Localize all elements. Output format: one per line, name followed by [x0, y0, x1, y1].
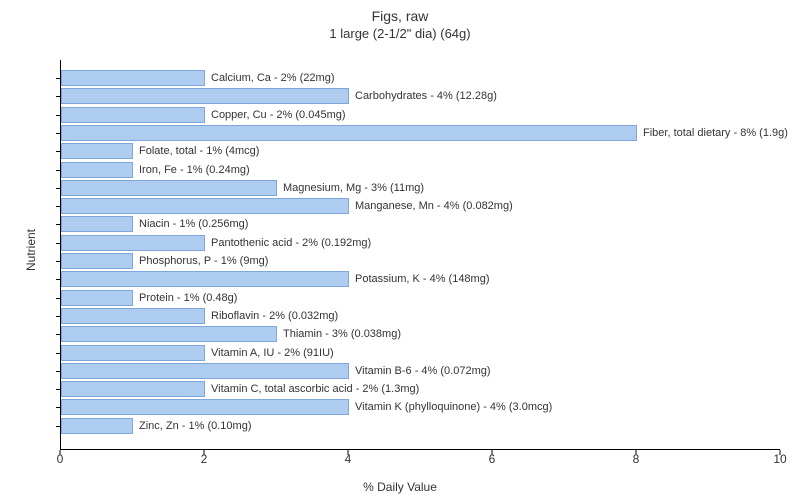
- bar-row: Vitamin C, total ascorbic acid - 2% (1.3…: [61, 381, 781, 397]
- x-tick-label: 10: [773, 452, 786, 466]
- bar: [61, 345, 205, 361]
- bar-row: Magnesium, Mg - 3% (11mg): [61, 180, 781, 196]
- x-tick-label: 8: [633, 452, 640, 466]
- y-tick-mark: [56, 334, 61, 335]
- bar-label: Pantothenic acid - 2% (0.192mg): [205, 235, 371, 251]
- bar-label: Vitamin K (phylloquinone) - 4% (3.0mcg): [349, 399, 552, 415]
- bar-label: Zinc, Zn - 1% (0.10mg): [133, 418, 251, 434]
- bar-row: Carbohydrates - 4% (12.28g): [61, 88, 781, 104]
- bar-row: Iron, Fe - 1% (0.24mg): [61, 162, 781, 178]
- bar-row: Pantothenic acid - 2% (0.192mg): [61, 235, 781, 251]
- bar: [61, 70, 205, 86]
- y-tick-mark: [56, 115, 61, 116]
- y-tick-mark: [56, 426, 61, 427]
- bar: [61, 399, 349, 415]
- bar-row: Fiber, total dietary - 8% (1.9g): [61, 125, 781, 141]
- bar-label: Folate, total - 1% (4mcg): [133, 143, 259, 159]
- bar: [61, 326, 277, 342]
- bar-label: Vitamin C, total ascorbic acid - 2% (1.3…: [205, 381, 419, 397]
- bar: [61, 381, 205, 397]
- chart-title-line2: 1 large (2-1/2" dia) (64g): [0, 26, 800, 41]
- y-tick-mark: [56, 261, 61, 262]
- y-tick-mark: [56, 170, 61, 171]
- chart-title-line1: Figs, raw: [0, 8, 800, 24]
- y-tick-mark: [56, 371, 61, 372]
- bar-row: Protein - 1% (0.48g): [61, 290, 781, 306]
- bar: [61, 235, 205, 251]
- bar: [61, 290, 133, 306]
- bar-label: Riboflavin - 2% (0.032mg): [205, 308, 338, 324]
- y-tick-mark: [56, 389, 61, 390]
- y-tick-mark: [56, 279, 61, 280]
- y-tick-mark: [56, 78, 61, 79]
- bar: [61, 180, 277, 196]
- bar-label: Potassium, K - 4% (148mg): [349, 271, 490, 287]
- plot-area: Calcium, Ca - 2% (22mg) Carbohydrates - 4…: [60, 60, 780, 450]
- bar: [61, 125, 637, 141]
- bar-label: Vitamin B-6 - 4% (0.072mg): [349, 363, 491, 379]
- bar: [61, 308, 205, 324]
- bar: [61, 107, 205, 123]
- bar: [61, 363, 349, 379]
- x-tick-label: 4: [345, 452, 352, 466]
- bar-label: Thiamin - 3% (0.038mg): [277, 326, 401, 342]
- bar-row: Manganese, Mn - 4% (0.082mg): [61, 198, 781, 214]
- bar-label: Copper, Cu - 2% (0.045mg): [205, 107, 346, 123]
- bar-label: Protein - 1% (0.48g): [133, 290, 237, 306]
- y-tick-mark: [56, 188, 61, 189]
- bar-row: Riboflavin - 2% (0.032mg): [61, 308, 781, 324]
- bar: [61, 88, 349, 104]
- bar: [61, 253, 133, 269]
- bar-row: Vitamin A, IU - 2% (91IU): [61, 345, 781, 361]
- x-tick-label: 6: [489, 452, 496, 466]
- y-axis-label: Nutrient: [24, 229, 38, 271]
- bar-row: Niacin - 1% (0.256mg): [61, 216, 781, 232]
- bar-row: Thiamin - 3% (0.038mg): [61, 326, 781, 342]
- y-tick-mark: [56, 298, 61, 299]
- bar: [61, 216, 133, 232]
- x-tick-label: 0: [57, 452, 64, 466]
- bars-container: Calcium, Ca - 2% (22mg) Carbohydrates - 4…: [61, 60, 780, 449]
- x-axis-label: % Daily Value: [0, 480, 800, 494]
- bar: [61, 271, 349, 287]
- y-tick-mark: [56, 96, 61, 97]
- bar: [61, 198, 349, 214]
- bar-row: Zinc, Zn - 1% (0.10mg): [61, 418, 781, 434]
- bar-row: Vitamin B-6 - 4% (0.072mg): [61, 363, 781, 379]
- bar-row: Phosphorus, P - 1% (9mg): [61, 253, 781, 269]
- bar-label: Vitamin A, IU - 2% (91IU): [205, 345, 334, 361]
- bar-label: Niacin - 1% (0.256mg): [133, 216, 248, 232]
- bar-row: Potassium, K - 4% (148mg): [61, 271, 781, 287]
- bar-label: Phosphorus, P - 1% (9mg): [133, 253, 268, 269]
- y-tick-mark: [56, 133, 61, 134]
- y-tick-mark: [56, 224, 61, 225]
- bar: [61, 143, 133, 159]
- x-tick-label: 2: [201, 452, 208, 466]
- bar-label: Magnesium, Mg - 3% (11mg): [277, 180, 424, 196]
- bar-label: Fiber, total dietary - 8% (1.9g): [637, 125, 788, 141]
- nutrient-chart: Figs, raw 1 large (2-1/2" dia) (64g) Nut…: [0, 0, 800, 500]
- bar-label: Iron, Fe - 1% (0.24mg): [133, 162, 250, 178]
- bar: [61, 162, 133, 178]
- y-tick-mark: [56, 243, 61, 244]
- bar-row: Calcium, Ca - 2% (22mg): [61, 70, 781, 86]
- bar-row: Copper, Cu - 2% (0.045mg): [61, 107, 781, 123]
- y-tick-mark: [56, 353, 61, 354]
- bar-label: Carbohydrates - 4% (12.28g): [349, 88, 497, 104]
- y-tick-mark: [56, 316, 61, 317]
- bar-label: Calcium, Ca - 2% (22mg): [205, 70, 334, 86]
- bar-label: Manganese, Mn - 4% (0.082mg): [349, 198, 513, 214]
- y-tick-mark: [56, 151, 61, 152]
- y-tick-mark: [56, 206, 61, 207]
- bar-row: Vitamin K (phylloquinone) - 4% (3.0mcg): [61, 399, 781, 415]
- y-tick-mark: [56, 407, 61, 408]
- bar-row: Folate, total - 1% (4mcg): [61, 143, 781, 159]
- bar: [61, 418, 133, 434]
